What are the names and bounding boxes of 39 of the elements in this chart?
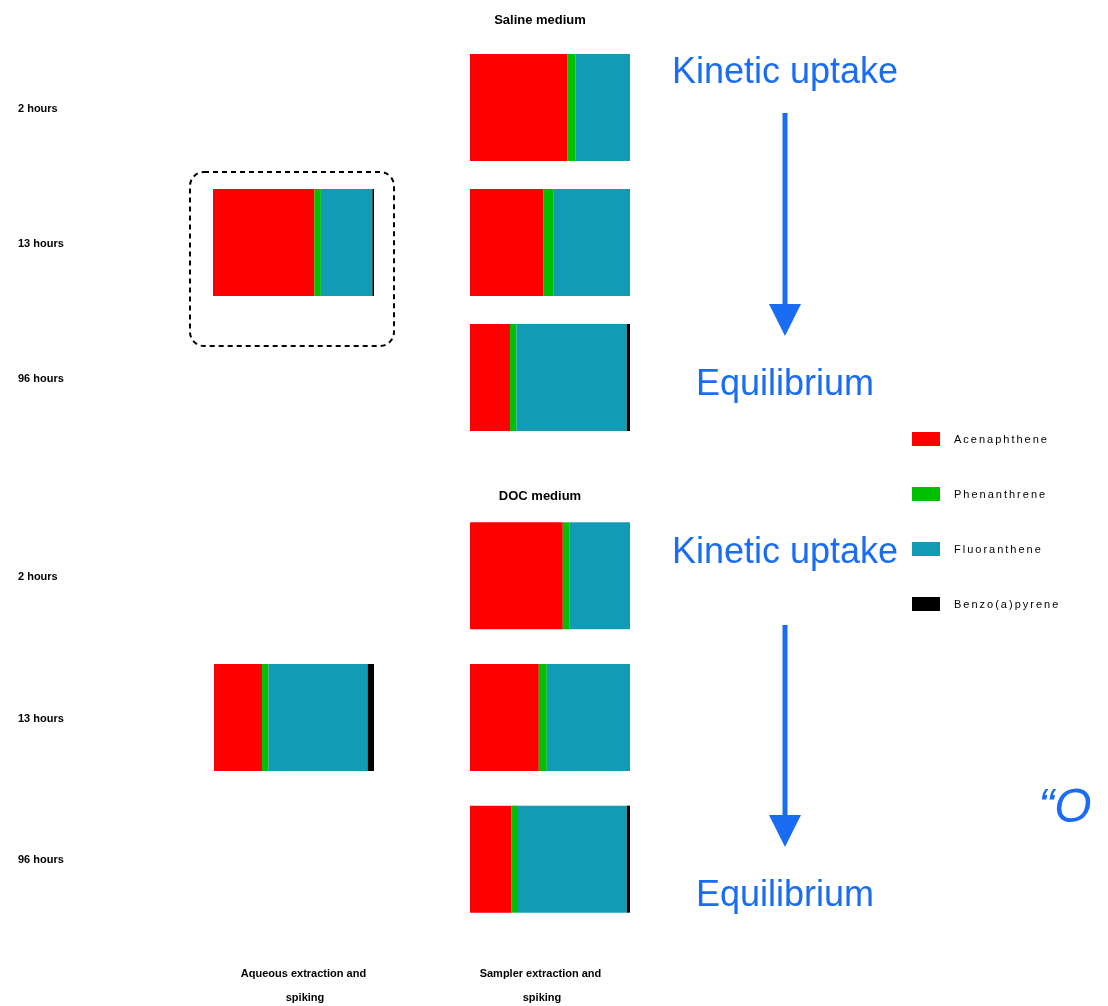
y-tick-label: 96 hours: [18, 371, 64, 384]
bar: [567, 54, 576, 161]
bar: [470, 189, 544, 296]
bar: [470, 54, 568, 161]
x-axis-title: Aqueous extraction and spiking: [240, 967, 370, 1003]
bar: [470, 324, 510, 431]
bar: [575, 54, 630, 161]
legend-label: Acenaphthene: [954, 433, 1049, 445]
bar: [511, 805, 518, 913]
text: Equilibrium: [695, 361, 875, 403]
bar: [538, 664, 547, 771]
legend-label: Fluoranthene: [954, 543, 1043, 555]
text: Equilibrium: [695, 872, 875, 914]
text: Kinetic uptake: [671, 49, 899, 91]
x-axis-title: Sampler extraction and spiking: [479, 967, 605, 1003]
bar: [470, 664, 539, 771]
legend-label: Phenanthrene: [954, 488, 1048, 500]
bar: [470, 522, 563, 630]
bar: [518, 805, 627, 913]
bar: [516, 324, 627, 431]
bar: [553, 189, 630, 296]
bar: [569, 522, 630, 630]
chart-title: DOC medium: [498, 488, 582, 503]
bar: [510, 324, 517, 431]
bar: [543, 189, 554, 296]
y-tick-label: 96 hours: [18, 853, 64, 866]
bar: [546, 664, 630, 771]
y-tick-label: 13 hours: [18, 236, 64, 249]
bar: [626, 324, 630, 431]
text: Kinetic uptake: [671, 529, 899, 571]
y-tick-label: 13 hours: [18, 711, 64, 724]
y-tick-label: 2 hours: [18, 569, 58, 582]
y-tick-label: 2 hours: [18, 101, 58, 114]
legend-label: Benzo(a)pyrene: [954, 598, 1061, 610]
text: “O: [1038, 778, 1092, 832]
bar: [470, 805, 512, 913]
chart-title: Saline medium: [494, 12, 586, 27]
bar: [562, 522, 570, 630]
bar: [626, 805, 630, 913]
